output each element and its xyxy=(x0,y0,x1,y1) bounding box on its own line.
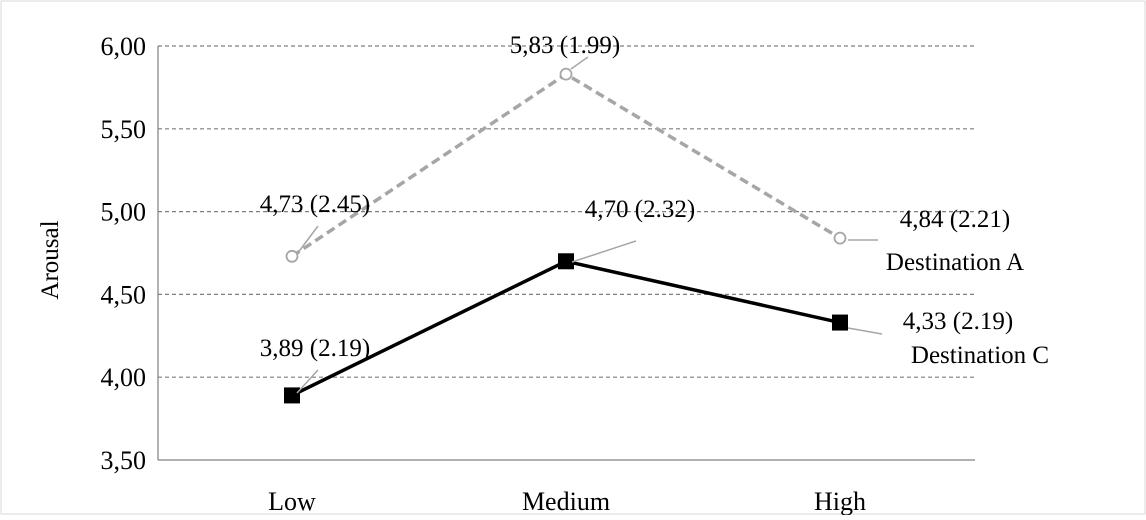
x-tick-label: Low xyxy=(268,487,316,515)
axis-layer: 3,50 4,00 4,50 5,00 5,50 6,00 Low Medium High xyxy=(101,32,975,516)
data-point xyxy=(832,314,848,331)
y-tick-label: 5,50 xyxy=(101,115,147,144)
data-point xyxy=(558,253,574,270)
y-tick-label: 6,00 xyxy=(101,32,147,61)
leader-line xyxy=(296,369,319,394)
data-point xyxy=(833,231,847,245)
series-name-label: Destination C xyxy=(911,342,1049,369)
grid-layer xyxy=(158,45,975,378)
series-layer xyxy=(284,67,848,404)
y-tick-label: 4,00 xyxy=(101,363,147,392)
x-tick-label: Medium xyxy=(522,487,610,515)
data-point xyxy=(559,67,573,81)
data-point xyxy=(284,387,300,404)
y-tick-label: 4,50 xyxy=(101,280,147,309)
data-point xyxy=(285,249,299,263)
data-label: 3,89 (2.19) xyxy=(260,335,370,362)
leader-line xyxy=(571,240,637,263)
label-layer: 4,73 (2.45) 5,83 (1.99) 4,84 (2.21) Destina… xyxy=(260,32,1049,394)
y-axis-title: Arousal xyxy=(37,220,64,299)
y-tick-label: 3,50 xyxy=(101,446,147,475)
data-label: 4,70 (2.32) xyxy=(585,196,695,223)
data-label: 5,83 (1.99) xyxy=(510,32,620,59)
leader-line xyxy=(847,327,883,335)
data-label: 4,33 (2.19) xyxy=(903,308,1013,335)
leader-line xyxy=(296,225,319,255)
leader-line xyxy=(570,56,589,70)
series-name-label: Destination A xyxy=(886,249,1024,276)
x-tick-label: High xyxy=(814,487,866,515)
y-tick-label: 5,00 xyxy=(101,198,147,227)
data-label: 4,73 (2.45) xyxy=(260,191,370,218)
data-label: 4,84 (2.21) xyxy=(900,206,1010,233)
